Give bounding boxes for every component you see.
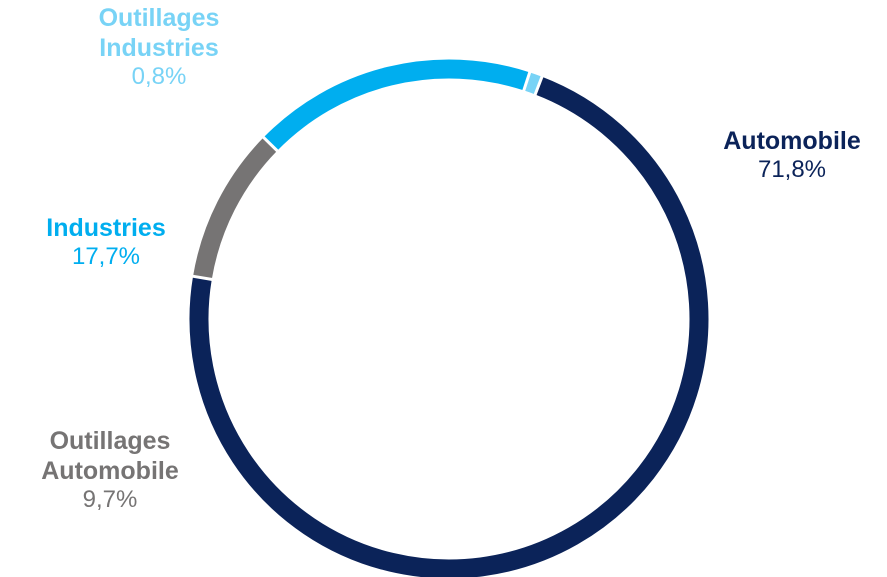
slice-separator [521, 70, 532, 93]
category-label-industries: Industries [46, 214, 166, 242]
label-outillages-industries: Outillages Industries 0,8% [72, 3, 246, 92]
category-label-automobile: Automobile [723, 127, 861, 155]
slice-outillages-industries [523, 72, 542, 95]
slice-separator [261, 134, 280, 154]
label-industries: Industries 17,7% [20, 213, 192, 272]
slice-separator [533, 74, 545, 97]
category-label-outillages-industries-line1: Outillages [98, 4, 220, 32]
donut-slices [189, 59, 709, 577]
value-label-automobile: 71,8% [757, 156, 827, 183]
value-label-industries: 17,7% [71, 243, 141, 270]
value-label-outillages-automobile: 9,7% [82, 486, 138, 513]
label-automobile: Automobile 71,8% [700, 126, 884, 185]
slice-industries [263, 59, 530, 151]
slice-separator [190, 274, 215, 282]
category-label-outillages-automobile-line1: Outillages [49, 427, 171, 455]
slice-outillages-automobile [193, 137, 278, 280]
slice-automobile [189, 76, 709, 577]
category-label-outillages-industries-line2: Industries [99, 34, 219, 62]
category-label-outillages-automobile-line2: Automobile [41, 457, 179, 485]
value-label-outillages-industries: 0,8% [131, 63, 187, 90]
label-outillages-automobile: Outillages Automobile 9,7% [10, 426, 210, 515]
